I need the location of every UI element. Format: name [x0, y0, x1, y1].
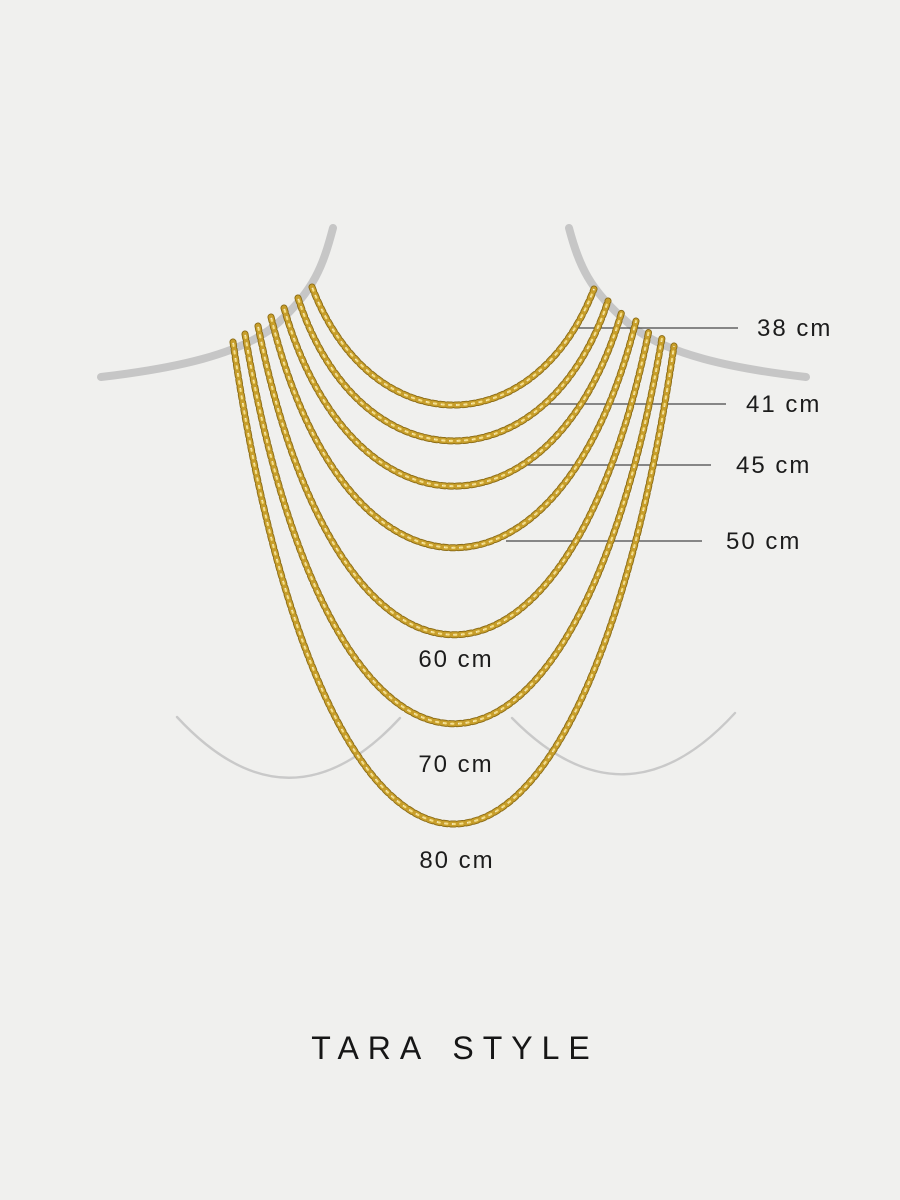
brand-wordmark: TARA STYLE	[311, 1030, 599, 1066]
length-label-45cm: 45 cm	[736, 452, 812, 479]
chain-41cm	[298, 298, 608, 441]
length-label-70cm: 70 cm	[418, 751, 494, 778]
chest-curve-right	[510, 711, 737, 776]
neck-shoulder-line-right	[565, 224, 810, 381]
length-label-80cm: 80 cm	[419, 847, 495, 874]
length-label-38cm: 38 cm	[757, 315, 833, 342]
chest-curve-left	[175, 715, 402, 779]
length-label-60cm: 60 cm	[418, 646, 494, 673]
chain-50cm	[271, 317, 636, 548]
necklace-chains	[233, 287, 674, 824]
length-label-41cm: 41 cm	[746, 391, 822, 418]
length-label-50cm: 50 cm	[726, 528, 802, 555]
chain-38cm	[312, 287, 594, 405]
body-silhouette	[97, 224, 810, 779]
